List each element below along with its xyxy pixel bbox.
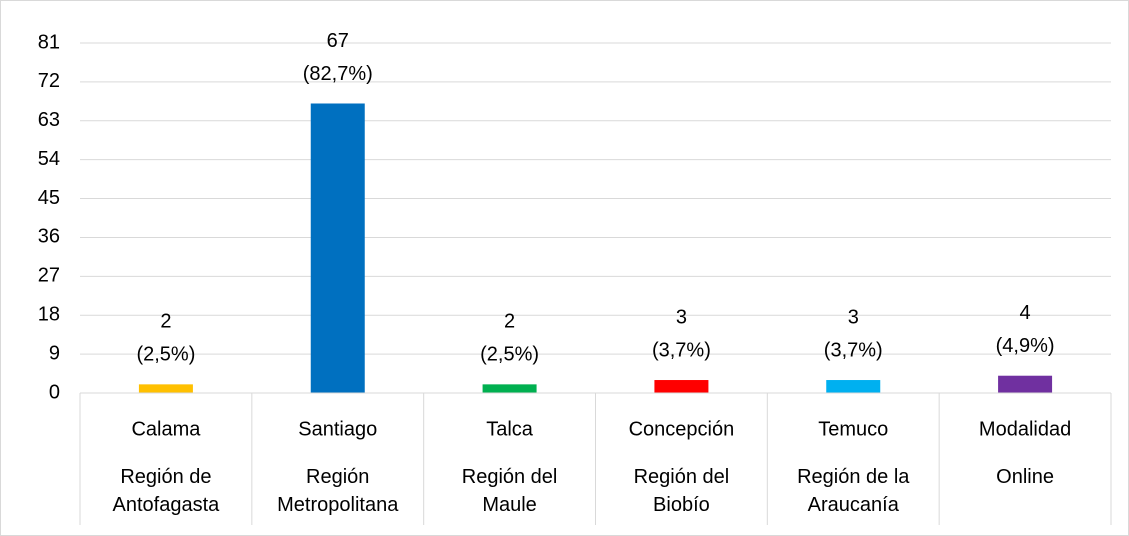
y-tick-label: 36	[38, 226, 60, 248]
subcategory-box: Región de Antofagasta	[112, 466, 220, 516]
subcategory-box: Región del Maule	[461, 466, 558, 516]
bar	[654, 380, 709, 393]
share-label: (3,7%)	[652, 339, 711, 361]
subcategory-box: Región Metropolitana	[277, 466, 399, 516]
bar	[998, 375, 1053, 393]
x-tick-label: Modalidad	[979, 418, 1071, 440]
subcategory-label: Región Metropolitana	[277, 466, 399, 516]
share-label: (82,7%)	[303, 63, 373, 85]
y-tick-label: 0	[49, 381, 60, 403]
subcategory-label: Región de la Araucanía	[797, 466, 910, 516]
y-tick-label: 54	[38, 148, 60, 170]
bar	[310, 103, 365, 393]
value-label: 67	[327, 30, 349, 52]
share-label: (2,5%)	[136, 344, 195, 366]
subcategory-label: Online	[996, 466, 1054, 488]
x-tick-label: Calama	[131, 418, 201, 440]
y-tick-label: 63	[38, 109, 60, 131]
share-label: (2,5%)	[480, 344, 539, 366]
subcategory-box: Online	[996, 466, 1054, 488]
subcategory-box: Región de la Araucanía	[797, 466, 910, 516]
bar	[138, 384, 193, 393]
share-label: (4,9%)	[996, 335, 1055, 357]
value-label: 2	[504, 311, 515, 333]
share-label: (3,7%)	[824, 339, 883, 361]
value-label: 3	[676, 306, 687, 328]
y-tick-label: 27	[38, 265, 60, 287]
x-tick-label: Santiago	[298, 418, 377, 440]
y-tick-label: 81	[38, 31, 60, 53]
y-tick-label: 72	[38, 70, 60, 92]
subcategory-box: Región del Biobío	[633, 466, 730, 516]
bar	[826, 380, 881, 393]
subcategory-label: Región del Biobío	[633, 466, 730, 516]
x-tick-label: Temuco	[818, 418, 888, 440]
y-tick-label: 18	[38, 304, 60, 326]
subcategory-label: Región de Antofagasta	[112, 466, 220, 516]
x-tick-label: Talca	[486, 418, 534, 440]
subcategory-label: Región del Maule	[461, 466, 558, 516]
bar	[482, 384, 537, 393]
y-tick-label: 9	[49, 342, 60, 364]
value-label: 3	[848, 306, 859, 328]
x-tick-label: Concepción	[629, 418, 735, 440]
value-label: 4	[1020, 302, 1031, 324]
value-label: 2	[160, 311, 171, 333]
y-tick-label: 45	[38, 187, 60, 209]
